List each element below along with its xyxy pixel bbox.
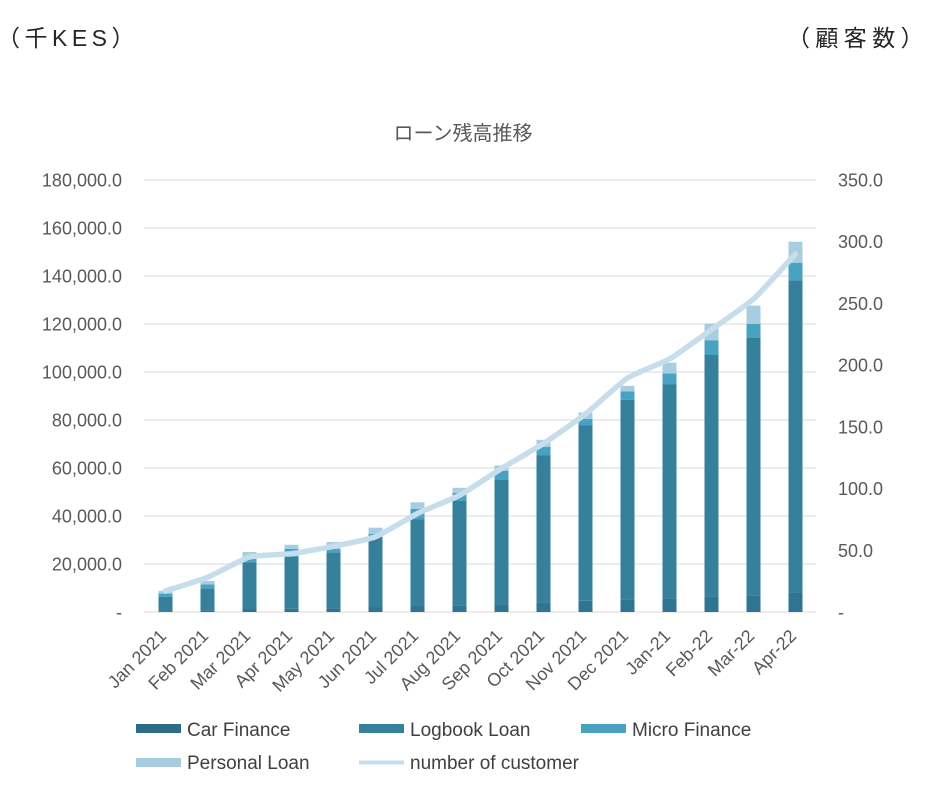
- svg-text:（顧客数）: （顧客数）: [787, 25, 929, 51]
- svg-text:-: -: [838, 603, 844, 623]
- svg-text:300.0: 300.0: [838, 232, 883, 252]
- svg-text:120,000.0: 120,000.0: [42, 315, 122, 335]
- svg-text:160,000.0: 160,000.0: [42, 219, 122, 239]
- svg-text:180,000.0: 180,000.0: [42, 171, 122, 191]
- svg-text:350.0: 350.0: [838, 171, 883, 191]
- svg-text:（千KES）: （千KES）: [0, 25, 139, 51]
- svg-text:60,000.0: 60,000.0: [52, 459, 122, 479]
- svg-text:200.0: 200.0: [838, 356, 883, 376]
- svg-text:number of customer: number of customer: [410, 753, 580, 774]
- svg-text:100,000.0: 100,000.0: [42, 363, 122, 383]
- svg-text:Personal Loan: Personal Loan: [187, 753, 310, 774]
- svg-text:Logbook Loan: Logbook Loan: [410, 720, 530, 741]
- svg-text:100.0: 100.0: [838, 479, 883, 499]
- svg-text:140,000.0: 140,000.0: [42, 267, 122, 287]
- svg-text:-: -: [116, 603, 122, 623]
- svg-text:150.0: 150.0: [838, 417, 883, 437]
- svg-text:250.0: 250.0: [838, 294, 883, 314]
- svg-text:Car Finance: Car Finance: [187, 720, 291, 741]
- svg-text:50.0: 50.0: [838, 541, 873, 561]
- svg-text:40,000.0: 40,000.0: [52, 507, 122, 527]
- svg-text:Micro Finance: Micro Finance: [632, 720, 751, 741]
- svg-text:80,000.0: 80,000.0: [52, 411, 122, 431]
- svg-text:20,000.0: 20,000.0: [52, 555, 122, 575]
- svg-text:ローン残高推移: ローン残高推移: [394, 122, 533, 145]
